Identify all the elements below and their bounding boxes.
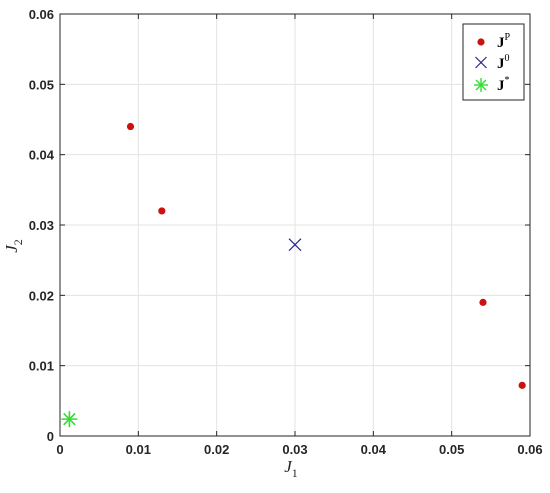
jstar-point [61,411,78,428]
legend-label-jp: JP [497,32,511,51]
x-axis-label: J1 [284,457,298,480]
x-tick-labels: 0 0.01 0.02 0.03 0.04 0.05 0.06 [56,442,542,457]
legend-label-j0-sup: 0 [505,53,510,64]
legend-label-jstar-base: J [497,78,505,94]
legend-label-jp-sup: P [505,32,511,43]
legend-marker-asterisk [474,78,488,92]
x-axis-label-sub: 1 [292,466,298,480]
legend-label-j0-base: J [497,56,505,72]
jp-point [158,207,166,215]
y-tick-label: 0.06 [29,7,54,22]
legend-label-j0: J0 [497,53,510,72]
legend: JP J0 J* [462,23,525,101]
x-tick-label: 0.05 [439,442,464,457]
jp-point [518,381,526,389]
legend-label-jstar: J* [497,75,510,94]
y-tick-label: 0.02 [29,288,54,303]
plot-frame [59,13,531,437]
legend-label-jstar-sup: * [505,75,510,86]
legend-box [462,23,525,101]
y-tick-label: 0.01 [29,359,54,374]
jp-point [126,122,135,131]
y-axis-label-sub: 2 [11,239,25,245]
y-tick-label: 0.05 [29,77,54,92]
legend-entry-jstar: J* [474,75,510,94]
x-tick-label: 0 [56,442,63,457]
x-tick-label: 0.06 [517,442,542,457]
legend-entry-j0: J0 [475,53,510,72]
x-tick-label: 0.01 [126,442,151,457]
y-axis-label-base: J [2,244,21,253]
grid [60,14,530,436]
data-points [61,122,526,428]
y-tick-label: 0.04 [29,148,55,163]
y-tick-label: 0 [47,429,54,444]
j0-point [288,238,302,252]
y-axis-label: J2 [2,239,25,253]
x-tick-label: 0.03 [282,442,307,457]
legend-marker-x [475,56,487,69]
x-axis-label-base: J [284,457,293,476]
jp-point [479,298,487,306]
x-tick-label: 0.04 [361,442,387,457]
legend-marker-dot [477,38,485,46]
x-tick-label: 0.02 [204,442,229,457]
y-tick-labels: 0 0.01 0.02 0.03 0.04 0.05 0.06 [29,7,55,444]
legend-label-jp-base: J [497,35,505,51]
y-tick-label: 0.03 [29,218,54,233]
legend-entry-jp: JP [477,32,511,51]
